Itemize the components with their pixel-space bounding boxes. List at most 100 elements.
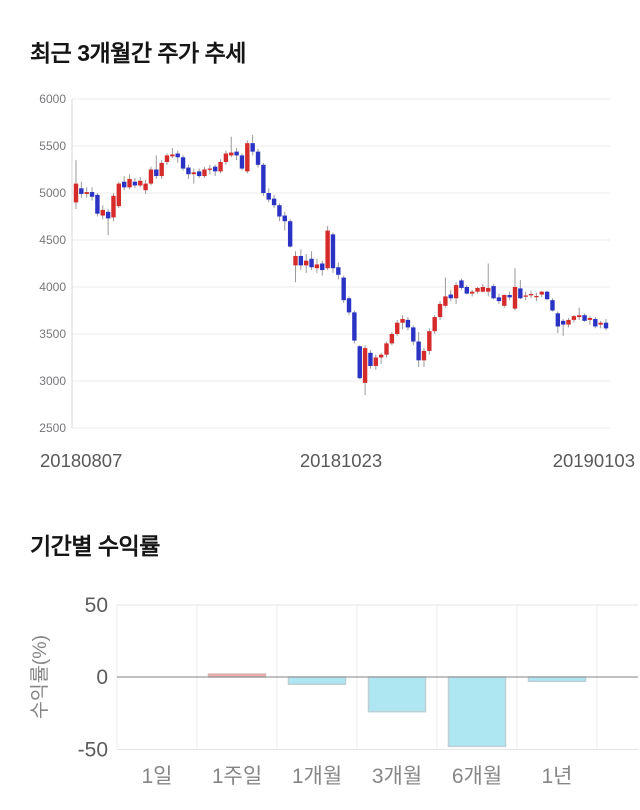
candle-body: [453, 285, 459, 299]
candle-body: [555, 313, 561, 327]
candle-body: [105, 211, 111, 219]
candle-up: [373, 354, 378, 370]
candle-body: [202, 169, 207, 177]
bar-negative: [527, 676, 587, 683]
candle-down: [336, 262, 341, 280]
candle-body: [100, 209, 105, 216]
candle-down: [277, 203, 282, 222]
candle-body: [496, 297, 502, 302]
candle-body: [603, 322, 609, 329]
candle-body: [127, 178, 132, 188]
candle-up: [245, 140, 250, 174]
candle-down: [555, 311, 561, 334]
candle-body: [598, 322, 603, 325]
candle-up: [84, 187, 89, 198]
candle-up: [73, 160, 79, 209]
candle-down: [448, 289, 453, 302]
candle-down: [154, 155, 159, 179]
y-tick-label: 6000: [39, 92, 66, 106]
y-tick-label: 50: [85, 594, 108, 617]
candle-down: [250, 134, 255, 156]
candle-down: [234, 147, 239, 161]
candle-body: [170, 154, 175, 157]
bar-negative: [367, 676, 427, 713]
candle-body: [186, 167, 191, 175]
y-tick-label: 0: [96, 666, 108, 689]
candle-body: [266, 193, 271, 200]
candle-up: [577, 307, 582, 320]
candle-down: [459, 278, 464, 290]
candle-down: [266, 188, 271, 203]
candle-body: [411, 327, 416, 342]
candle-up: [432, 315, 437, 334]
candle-body: [378, 354, 384, 358]
candle-down: [491, 284, 496, 300]
candle-body: [373, 357, 378, 366]
candle-body: [336, 267, 341, 275]
y-tick-labels: 50 0 -50: [78, 594, 108, 762]
candle-up: [223, 150, 229, 165]
candle-body: [346, 298, 352, 313]
candle-body: [111, 195, 116, 218]
candle-body: [287, 221, 293, 247]
candle-body: [330, 234, 336, 269]
candle-down: [255, 148, 261, 168]
candle-body: [566, 319, 571, 325]
candle-body: [400, 318, 405, 323]
candle-down: [271, 194, 277, 209]
candle-body: [523, 295, 528, 297]
candle-body: [154, 169, 159, 177]
candle-body: [245, 143, 250, 172]
candle-body: [255, 151, 261, 165]
candle-body: [132, 181, 138, 186]
candle-body: [507, 294, 512, 298]
x-category-label: 1년: [542, 765, 573, 788]
candle-body: [314, 264, 320, 269]
candle-down: [79, 181, 84, 198]
candle-body: [587, 318, 593, 320]
candle-body: [352, 312, 357, 341]
candle-down: [582, 313, 587, 322]
candle-body: [293, 255, 298, 266]
candle-up: [598, 320, 603, 329]
candle-up: [502, 294, 507, 308]
candle-up: [534, 292, 539, 302]
candle-body: [405, 319, 411, 328]
y-axis-title: 수익률(%): [29, 635, 51, 719]
candle-body: [528, 294, 534, 296]
y-tick-label: 5500: [39, 139, 66, 153]
candle-up: [475, 287, 480, 294]
candle-up: [427, 328, 432, 355]
candle-down: [411, 325, 416, 346]
candle-body: [362, 348, 368, 383]
candle-body: [325, 230, 330, 269]
candle-down: [416, 332, 421, 367]
candle-body: [512, 287, 518, 309]
candle-body: [502, 294, 507, 306]
candle-body: [229, 152, 234, 156]
y-tick-label: 2500: [39, 421, 66, 435]
candle-body: [218, 161, 223, 172]
candle-body: [180, 157, 186, 169]
candle-body: [116, 183, 122, 207]
candle-up: [314, 258, 320, 273]
candle-down: [560, 318, 566, 336]
candle-body: [143, 183, 148, 191]
candle-down: [357, 345, 362, 380]
candle-body: [480, 287, 486, 292]
candle-body: [234, 151, 239, 156]
candle-up: [528, 290, 534, 299]
candle-body: [389, 334, 395, 344]
y-tick-label: 5000: [39, 186, 66, 200]
candle-down: [368, 349, 373, 369]
candle-body: [491, 286, 496, 299]
candle-up: [443, 277, 448, 308]
candle-up: [523, 291, 528, 301]
candle-up: [116, 181, 122, 209]
candle-body: [191, 172, 196, 175]
candle-up: [362, 345, 368, 396]
candle-up: [389, 332, 395, 346]
candle-up: [486, 263, 491, 297]
candle-body: [277, 205, 282, 217]
candles: [73, 134, 609, 396]
